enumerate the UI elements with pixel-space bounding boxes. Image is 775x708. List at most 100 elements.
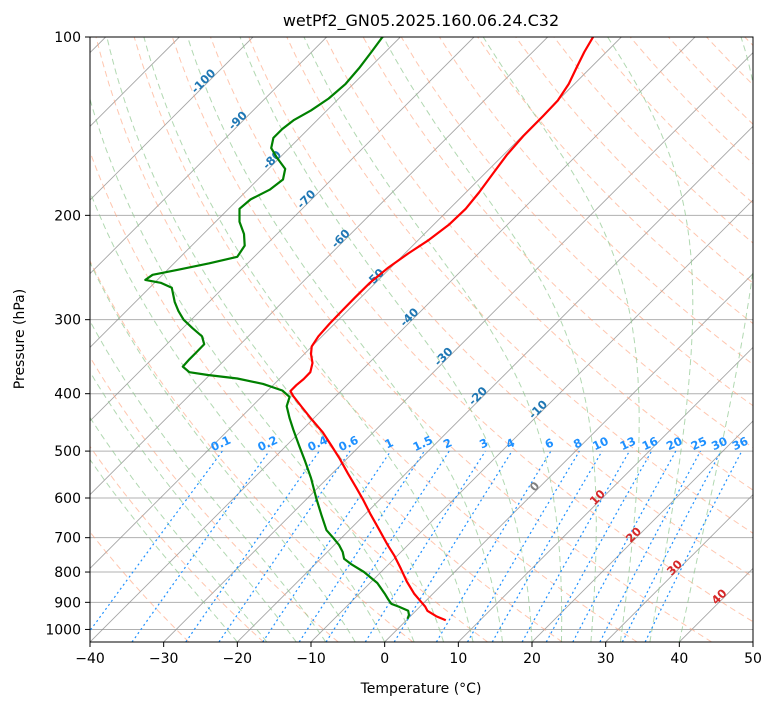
y-tick-label: 300 bbox=[54, 313, 81, 329]
x-tick-label: −30 bbox=[149, 651, 179, 667]
mixing-ratio-line bbox=[599, 450, 702, 642]
mixing-ratio-line bbox=[521, 450, 631, 642]
moist-adiabat bbox=[303, 37, 563, 642]
moist-adiabat bbox=[678, 37, 753, 642]
moist-adiabat bbox=[187, 37, 503, 642]
dry-adiabat bbox=[171, 37, 712, 642]
y-tick-label: 500 bbox=[54, 444, 81, 460]
dry-adiabat bbox=[553, 37, 753, 244]
mixing-ratio-line bbox=[393, 450, 513, 642]
mixing-ratio-line bbox=[466, 450, 580, 642]
y-tick-label: 100 bbox=[54, 30, 81, 46]
mixing-ratio-label: 2 bbox=[441, 435, 454, 451]
x-tick-label: −20 bbox=[223, 651, 253, 667]
dry-adiabat bbox=[90, 259, 414, 642]
mixing-ratio-line bbox=[644, 450, 743, 642]
isotherm-line bbox=[90, 37, 475, 422]
mixing-ratio-label: 30 bbox=[709, 434, 729, 453]
plot-area: 0.1 0.2 0.4 0.6 1 1.5 2 3 4 6 8 10 13 16 20 25 30 36-100-… bbox=[90, 37, 753, 642]
y-axis: 100 200 300 400 500 600 700 800 900 1000 bbox=[45, 30, 90, 638]
mixing-ratio-line bbox=[364, 450, 486, 642]
y-tick-label: 800 bbox=[54, 565, 81, 581]
moist-adiabat bbox=[482, 37, 640, 642]
isotherm-label: -60 bbox=[328, 226, 353, 251]
moist-adiabat bbox=[106, 37, 445, 642]
isotherm-label: 10 bbox=[587, 487, 608, 508]
isotherm-line bbox=[90, 37, 254, 201]
isotherm-line bbox=[679, 567, 753, 642]
mixing-ratio-label: 25 bbox=[689, 434, 709, 453]
isotherm-label: -10 bbox=[526, 397, 551, 422]
isotherm-line bbox=[384, 273, 753, 642]
y-tick-label: 700 bbox=[54, 531, 81, 547]
isotherm-line bbox=[90, 37, 696, 642]
y-tick-label: 400 bbox=[54, 387, 81, 403]
isotherm-line bbox=[90, 37, 548, 496]
dry-adiabat bbox=[706, 37, 753, 86]
x-tick-label: 20 bbox=[523, 651, 541, 667]
mixing-ratio-line bbox=[131, 450, 270, 642]
moist-adiabat bbox=[239, 37, 533, 642]
moist-adiabat bbox=[607, 37, 694, 642]
dry-adiabat bbox=[90, 531, 190, 642]
mixing-ratio-line bbox=[262, 450, 392, 642]
isotherm-label: -20 bbox=[465, 384, 490, 409]
y-axis-label: Pressure (hPa) bbox=[12, 289, 28, 389]
x-tick-label: 0 bbox=[380, 651, 389, 667]
mixing-ratio-line bbox=[545, 450, 653, 642]
dewpoint-profile bbox=[144, 37, 411, 620]
dry-adiabat bbox=[248, 37, 753, 578]
isotherm-line bbox=[90, 37, 327, 275]
mixing-ratio-label: 13 bbox=[618, 434, 638, 453]
isotherm-label: -40 bbox=[397, 305, 422, 330]
isotherm-line bbox=[90, 37, 401, 348]
moist-adiabat bbox=[90, 190, 386, 642]
isotherm-label: 40 bbox=[708, 586, 729, 607]
isotherm-line bbox=[163, 52, 753, 642]
plot-frame bbox=[89, 36, 754, 643]
x-tick-label: 40 bbox=[670, 651, 688, 667]
dry-adiabat bbox=[90, 150, 488, 642]
moist-adiabat bbox=[90, 97, 415, 642]
isotherm-line bbox=[752, 641, 753, 642]
isotherm-line bbox=[531, 420, 753, 642]
isotherm-label: -70 bbox=[294, 187, 319, 212]
moist-adiabat bbox=[90, 261, 356, 642]
moist-adiabat bbox=[90, 458, 238, 642]
chart-title: wetPf2_GN05.2025.160.06.24.C32 bbox=[283, 11, 559, 31]
mixing-ratio-line bbox=[621, 450, 722, 642]
dry-adiabat bbox=[286, 37, 753, 534]
x-tick-label: 50 bbox=[744, 651, 762, 667]
dry-adiabat bbox=[591, 37, 753, 204]
dry-adiabat bbox=[133, 37, 638, 642]
moist-adiabat bbox=[382, 37, 597, 642]
isotherm-label: -90 bbox=[225, 108, 250, 133]
dry-adiabat bbox=[210, 37, 753, 623]
mixing-ratio-line bbox=[185, 450, 320, 642]
mixing-ratio-label: 36 bbox=[730, 434, 750, 453]
mixing-ratio-label: 6 bbox=[543, 435, 556, 451]
dry-adiabat bbox=[744, 37, 753, 47]
mixing-ratio-label: 16 bbox=[640, 434, 660, 453]
y-tick-label: 600 bbox=[54, 491, 81, 507]
isotherm-line bbox=[310, 199, 753, 642]
isotherm-line bbox=[605, 494, 753, 642]
x-tick-label: 10 bbox=[449, 651, 467, 667]
y-tick-label: 1000 bbox=[45, 622, 81, 638]
mixing-ratio-line bbox=[218, 450, 351, 642]
mixing-ratio-line bbox=[435, 450, 552, 642]
mixing-ratio-line bbox=[325, 450, 450, 642]
dry-adiabat bbox=[90, 445, 264, 642]
dry-adiabat bbox=[324, 37, 753, 491]
isotherm-label: 20 bbox=[623, 524, 644, 545]
mixing-ratio-label: 10 bbox=[590, 434, 610, 453]
temperature-profile bbox=[289, 37, 595, 622]
dry-adiabat bbox=[515, 37, 753, 284]
mixing-ratio-line bbox=[90, 450, 223, 632]
mixing-ratio-label: 20 bbox=[664, 434, 684, 453]
moist-adiabat bbox=[90, 370, 297, 642]
mixing-ratio-label: 8 bbox=[571, 435, 584, 451]
dry-adiabat bbox=[95, 37, 563, 642]
moist-adiabat bbox=[90, 416, 268, 642]
